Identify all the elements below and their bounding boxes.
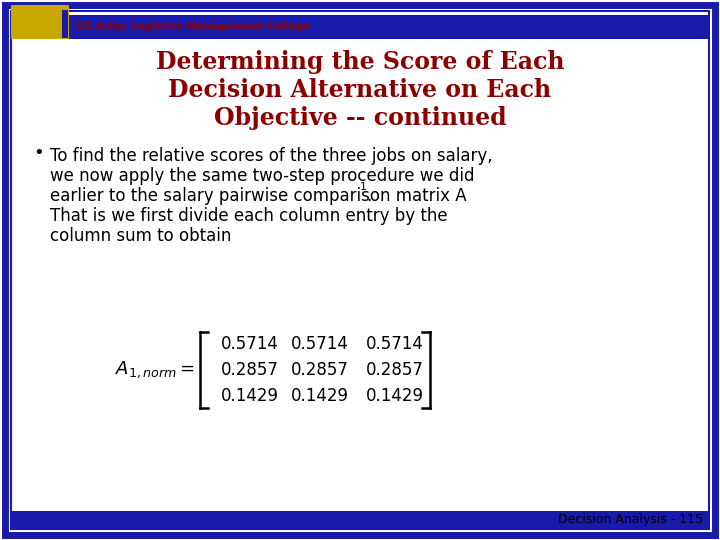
Text: 0.2857: 0.2857: [221, 361, 279, 379]
Text: column sum to obtain: column sum to obtain: [50, 227, 231, 245]
Text: Decision Analysis - 115: Decision Analysis - 115: [558, 514, 703, 526]
FancyBboxPatch shape: [11, 11, 709, 529]
Text: That is we first divide each column entry by the: That is we first divide each column entr…: [50, 207, 448, 225]
Text: 1: 1: [359, 182, 366, 192]
Text: 0.1429: 0.1429: [221, 387, 279, 405]
Text: 0.1429: 0.1429: [291, 387, 349, 405]
Text: we now apply the same two-step procedure we did: we now apply the same two-step procedure…: [50, 167, 474, 185]
FancyBboxPatch shape: [62, 10, 68, 38]
FancyBboxPatch shape: [11, 15, 709, 39]
Text: $A_{1,\mathit{norm}}=$: $A_{1,\mathit{norm}}=$: [115, 360, 195, 380]
Text: earlier to the salary pairwise comparison matrix A: earlier to the salary pairwise compariso…: [50, 187, 467, 205]
Text: 0.2857: 0.2857: [291, 361, 349, 379]
Text: 0.1429: 0.1429: [366, 387, 424, 405]
FancyBboxPatch shape: [11, 5, 69, 39]
FancyBboxPatch shape: [11, 511, 709, 529]
Text: To find the relative scores of the three jobs on salary,: To find the relative scores of the three…: [50, 147, 492, 165]
Text: US Army Logistics Management College: US Army Logistics Management College: [76, 22, 310, 32]
Text: 0.5714: 0.5714: [366, 335, 424, 353]
Text: Determining the Score of Each: Determining the Score of Each: [156, 50, 564, 74]
Text: 0.5714: 0.5714: [221, 335, 279, 353]
Text: 0.5714: 0.5714: [291, 335, 349, 353]
Text: Objective -- continued: Objective -- continued: [214, 106, 506, 130]
Text: •: •: [33, 144, 44, 162]
Text: .: .: [366, 187, 372, 205]
Text: Decision Alternative on Each: Decision Alternative on Each: [168, 78, 552, 102]
FancyBboxPatch shape: [5, 5, 715, 535]
Text: 0.2857: 0.2857: [366, 361, 424, 379]
